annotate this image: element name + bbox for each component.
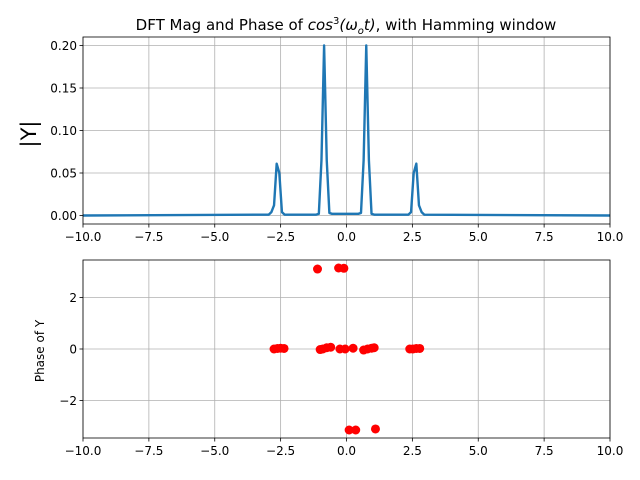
- x-tick-label: 0.0: [337, 444, 356, 458]
- y-tick-label: 0.10: [50, 124, 77, 138]
- phase-point: [351, 425, 361, 435]
- y-tick-label: 0.20: [50, 39, 77, 53]
- phase-point: [348, 343, 358, 353]
- x-tick-label: 5.0: [469, 230, 488, 244]
- chart-title: DFT Mag and Phase of cos3(ωot), with Ham…: [136, 16, 557, 37]
- phase-point: [340, 344, 350, 354]
- phase-point: [415, 343, 425, 353]
- phase-plot: −10.0 −7.5 −5.0 −2.5 0.0 2.5 5.0 7.5 10.0 −2 0 2: [59, 259, 624, 458]
- title-t: t): [364, 16, 376, 34]
- y-tick-label: 0: [69, 343, 77, 357]
- y-tick-label: −2: [59, 394, 77, 408]
- x-tick-label: 7.5: [535, 444, 554, 458]
- x-tick-label: 10.0: [597, 444, 624, 458]
- title-exponent: 3: [333, 16, 339, 27]
- y-tick-label: 0.05: [50, 167, 77, 181]
- x-tick-label: 5.0: [469, 444, 488, 458]
- y-tick-label: 2: [69, 291, 77, 305]
- y-tick-label: 0.15: [50, 82, 77, 96]
- x-tick-label: −7.5: [134, 444, 163, 458]
- phase-point: [279, 343, 289, 353]
- phase-point: [344, 425, 354, 435]
- x-tick-label: −7.5: [134, 230, 163, 244]
- x-tick-label: −10.0: [65, 230, 102, 244]
- title-subscript: o: [358, 26, 364, 37]
- x-tick-label: 0.0: [337, 230, 356, 244]
- x-tick-label: 10.0: [597, 230, 624, 244]
- magnitude-plot: −10.0 −7.5 −5.0 −2.5 0.0 2.5 5.0 7.5 10.0 0.00 0.0…: [50, 36, 624, 244]
- x-tick-label: 7.5: [535, 230, 554, 244]
- x-tick-label: −5.0: [200, 230, 229, 244]
- phase-point: [326, 342, 336, 352]
- x-tick-label: −2.5: [266, 230, 295, 244]
- title-omega: (ω: [339, 16, 357, 34]
- phase-ylabel: Phase of Y: [33, 319, 47, 382]
- title-prefix: DFT Mag and Phase of: [136, 16, 308, 34]
- magnitude-line: [82, 44, 611, 217]
- title-cos: cos: [308, 16, 333, 34]
- phase-point: [339, 263, 349, 273]
- phase-point: [313, 264, 323, 274]
- x-tick-label: 2.5: [403, 230, 422, 244]
- phase-point: [369, 343, 379, 353]
- x-tick-label: −10.0: [65, 444, 102, 458]
- title-suffix: , with Hamming window: [376, 16, 557, 34]
- x-tick-label: 2.5: [403, 444, 422, 458]
- magnitude-ylabel: |Y|: [17, 121, 42, 148]
- y-tick-label: 0.00: [50, 209, 77, 223]
- x-tick-label: −2.5: [266, 444, 295, 458]
- phase-point: [370, 424, 380, 434]
- x-tick-label: −5.0: [200, 444, 229, 458]
